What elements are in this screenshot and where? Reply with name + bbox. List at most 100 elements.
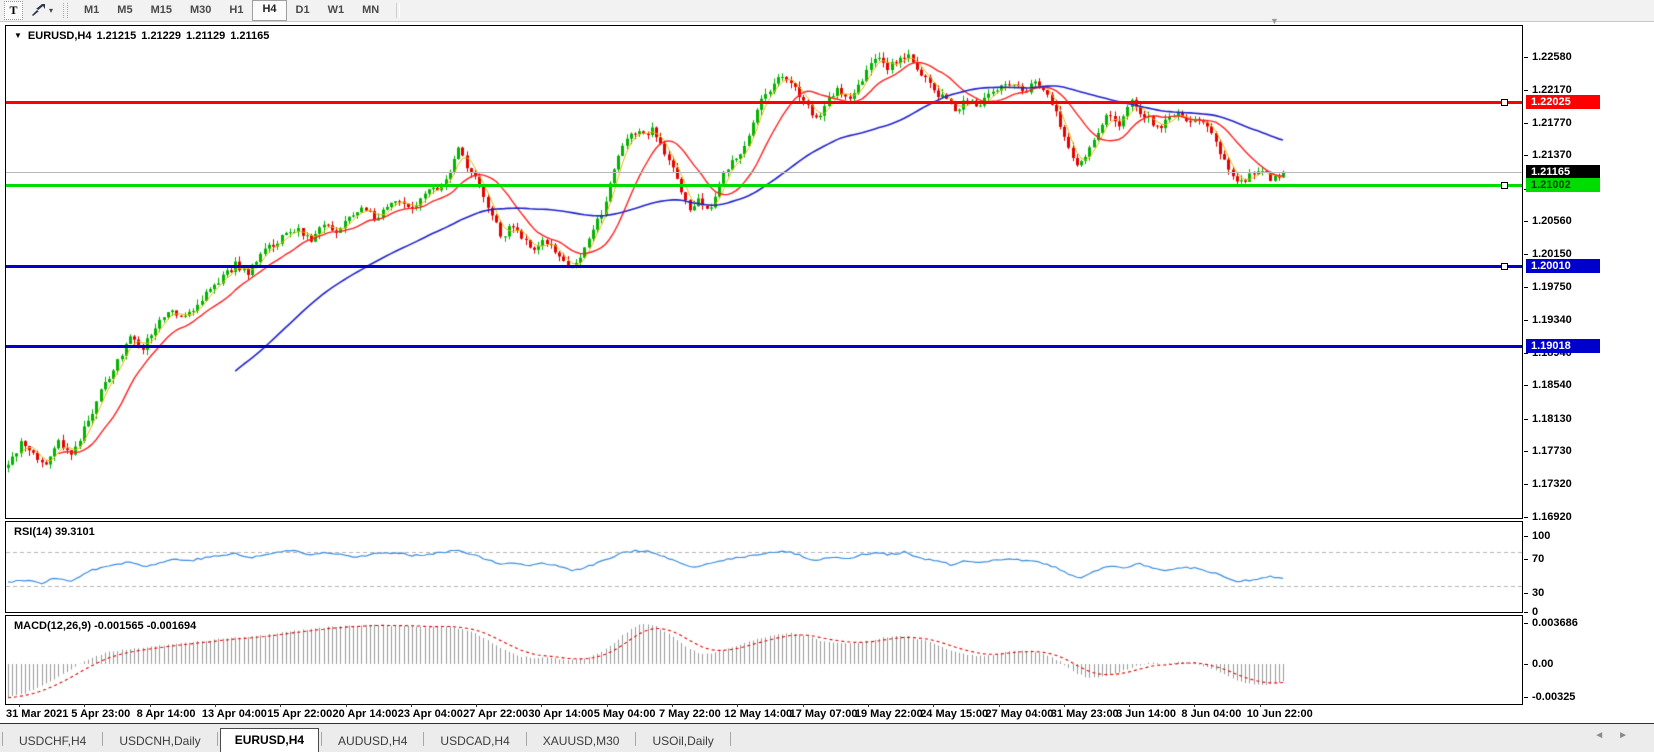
- date-axis[interactable]: 31 Mar 2021 5 Apr 23:00 8 Apr 14:00 13 Apr …: [0, 704, 1654, 723]
- price-tick-label: 1.20150: [1532, 248, 1572, 261]
- date-label: 20 Apr 14:00: [332, 708, 398, 720]
- date-tick: [933, 704, 935, 707]
- timeframe-button-mn[interactable]: MN: [362, 4, 380, 16]
- date-tick: [410, 704, 412, 707]
- price-plot: [6, 26, 1522, 518]
- tab-separator: [102, 732, 104, 746]
- tab-scroll-arrows: ◄►: [1594, 730, 1642, 741]
- date-tick: [214, 704, 216, 707]
- timeframe-button-m5[interactable]: M5: [117, 4, 133, 16]
- timeframe-button-m15[interactable]: M15: [150, 4, 172, 16]
- price-tick-label: 1.20560: [1532, 215, 1572, 228]
- level-line-1.19018[interactable]: [6, 345, 1522, 349]
- timeframe-button-d1[interactable]: D1: [295, 4, 310, 16]
- price-tick: [1524, 221, 1528, 223]
- date-tick: [280, 704, 282, 707]
- date-tick: [1194, 704, 1196, 707]
- level-line-1.20010[interactable]: [6, 264, 1522, 268]
- level-line-handle[interactable]: [1501, 182, 1508, 190]
- level-price-badge: 1.19018: [1526, 339, 1600, 354]
- scroll-tabs-right-icon[interactable]: ►: [1618, 730, 1642, 741]
- chart-dropdown-icon[interactable]: ▼: [14, 31, 22, 40]
- chart-title: ▼ EURUSD,H4 1.21215 1.21229 1.21129 1.21165: [14, 30, 274, 42]
- timeframe-button-m1[interactable]: M1: [84, 4, 100, 16]
- date-label: 19 May 22:00: [854, 708, 923, 720]
- timeframe-button-h4[interactable]: H4: [252, 0, 287, 21]
- date-label: 31 Mar 2021: [6, 708, 69, 720]
- tab-eurusd-h4[interactable]: EURUSD,H4: [219, 728, 320, 752]
- timeframe-button-h1[interactable]: H1: [229, 4, 244, 16]
- price-tick: [1524, 286, 1528, 288]
- scroll-tabs-left-icon[interactable]: ◄: [1594, 730, 1619, 741]
- date-label: 13 Apr 04:00: [201, 708, 267, 720]
- price-axis[interactable]: 1.225801.221701.217701.213701.209601.205…: [1523, 0, 1654, 752]
- price-tick-label: 1.22580: [1532, 51, 1572, 63]
- price-tick: [1524, 57, 1528, 58]
- tab-usdcnh-daily[interactable]: USDCNH,Daily: [119, 734, 201, 748]
- price-chart-canvas[interactable]: [6, 26, 1522, 518]
- macd-tick: [1524, 697, 1528, 698]
- price-tick-label: 1.22170: [1532, 84, 1572, 97]
- price-tick: [1524, 155, 1528, 157]
- tab-audusd-h4[interactable]: AUDUSD,H4: [338, 734, 408, 748]
- date-label: 27 May 04:00: [985, 708, 1054, 720]
- date-label: 17 May 07:00: [789, 708, 858, 720]
- date-tick: [998, 704, 1000, 707]
- macd-tick: [1524, 623, 1528, 624]
- date-label: 10 Jun 22:00: [1246, 708, 1313, 720]
- date-tick: [737, 704, 739, 707]
- rsi-tick-label: 30: [1532, 587, 1545, 599]
- date-tick: [802, 704, 804, 707]
- level-line-1.22025[interactable]: [6, 101, 1522, 105]
- date-tick: [476, 704, 478, 707]
- rsi-tick: [1524, 593, 1528, 594]
- tab-usoil-daily[interactable]: USOil,Daily: [652, 734, 714, 748]
- arrows-tool-icon: [31, 3, 46, 19]
- level-line-1.21165[interactable]: [6, 171, 1522, 173]
- level-price-badge: 1.20010: [1526, 258, 1600, 273]
- level-line-handle[interactable]: [1501, 262, 1508, 270]
- text-tool-button[interactable]: T: [4, 1, 23, 20]
- price-tick-label: 1.18540: [1532, 379, 1572, 392]
- tab-usdchf-h4[interactable]: USDCHF,H4: [19, 734, 87, 748]
- rsi-canvas[interactable]: [6, 522, 1522, 610]
- macd-canvas[interactable]: [6, 616, 1522, 702]
- tabbar-separator: [0, 723, 1654, 724]
- chevron-down-icon: ▾: [49, 6, 54, 15]
- date-tick: [672, 704, 673, 707]
- date-tick: [84, 704, 86, 707]
- date-label: 12 May 14:00: [724, 708, 793, 720]
- tab-separator: [635, 732, 637, 746]
- level-price-badge: 1.21002: [1526, 178, 1600, 193]
- price-tick-label: 1.21770: [1532, 116, 1572, 129]
- price-tick: [1524, 320, 1528, 322]
- macd-main-value: -0.001565: [94, 620, 144, 632]
- price-tick: [1524, 385, 1528, 387]
- date-tick: [541, 704, 543, 707]
- tab-separator: [423, 732, 425, 746]
- date-tick: [606, 704, 608, 707]
- price-tick-label: 1.19340: [1532, 314, 1572, 327]
- timeframe-button-m30[interactable]: M30: [189, 4, 212, 16]
- tab-xauusd-m30[interactable]: XAUUSD,M30: [542, 734, 620, 748]
- quote-high: 1.21229: [141, 30, 182, 42]
- level-line-1.21002[interactable]: [6, 184, 1522, 188]
- date-label: 5 Apr 23:00: [71, 708, 131, 720]
- level-line-handle[interactable]: [1501, 99, 1508, 107]
- tab-separator: [729, 732, 731, 746]
- tab-separator: [216, 732, 218, 746]
- tool-dropdown[interactable]: ▾: [31, 3, 53, 19]
- tab-usdcad-h4[interactable]: USDCAD,H4: [440, 734, 510, 748]
- timeframe-button-w1[interactable]: W1: [327, 4, 345, 16]
- rsi-value: 39.3101: [54, 526, 95, 538]
- quote-close: 1.21165: [230, 30, 270, 42]
- rsi-tick-label: 100: [1532, 530, 1551, 542]
- date-tick: [149, 704, 151, 707]
- date-tick: [345, 704, 347, 707]
- price-tick: [1524, 254, 1528, 256]
- price-tick: [1524, 418, 1528, 420]
- tab-separator: [321, 732, 323, 746]
- macd-tick: [1524, 664, 1528, 665]
- macd-tick-label: 0.003686: [1532, 617, 1578, 629]
- quote-open: 1.21215: [96, 30, 137, 42]
